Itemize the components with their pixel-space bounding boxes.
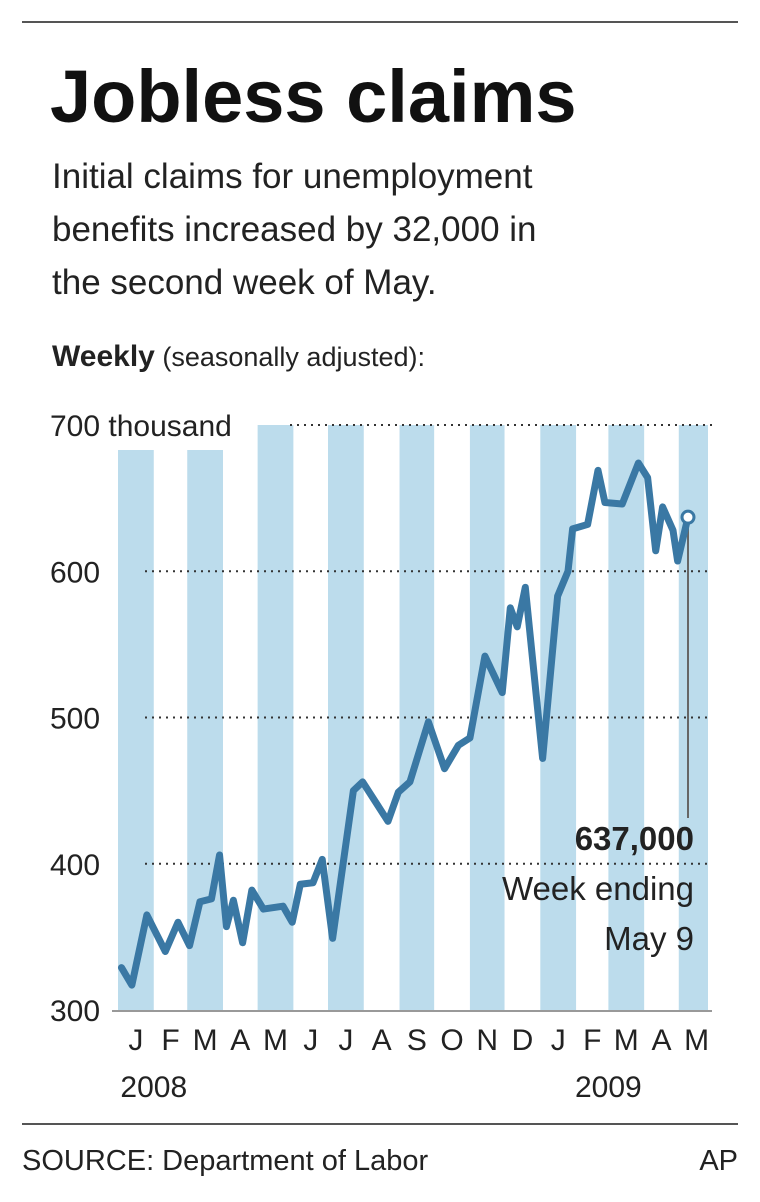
x-month-label: J xyxy=(551,1024,566,1057)
month-stripe xyxy=(257,425,294,1010)
x-month-label: N xyxy=(476,1024,498,1057)
annotation-value: 637,000 xyxy=(575,820,694,857)
source-note: SOURCE: Department of Labor xyxy=(22,1145,429,1177)
x-month-label: S xyxy=(407,1024,427,1057)
x-year-label: 2009 xyxy=(575,1071,642,1104)
chart-label-bold: Weekly xyxy=(52,340,155,373)
x-month-label: M xyxy=(684,1024,709,1057)
annotation-line-2: May 9 xyxy=(604,920,694,957)
x-month-label: M xyxy=(193,1024,218,1057)
x-month-label: J xyxy=(338,1024,353,1057)
annotation-line-1: Week ending xyxy=(502,870,694,907)
x-month-label: J xyxy=(128,1024,143,1057)
chart-label: Weekly (seasonally adjusted): xyxy=(52,340,425,373)
x-month-label: F xyxy=(583,1024,601,1057)
month-stripe xyxy=(118,450,154,1010)
x-month-label: M xyxy=(263,1024,288,1057)
subtitle-line-3: the second week of May. xyxy=(52,263,437,302)
x-month-label: M xyxy=(614,1024,639,1057)
y-tick-label: 300 xyxy=(50,995,100,1028)
chart-title: Jobless claims xyxy=(50,55,577,138)
x-month-label: O xyxy=(440,1024,463,1057)
y-axis-ticks: 300 400 500 600 700 thousand xyxy=(50,410,232,1028)
y-tick-label: 700 thousand xyxy=(50,410,232,443)
latest-point-marker xyxy=(680,509,696,525)
x-month-label: A xyxy=(651,1024,671,1057)
series-line-group xyxy=(117,459,696,989)
x-month-label: F xyxy=(161,1024,179,1057)
y-tick-label: 600 xyxy=(50,556,100,589)
annotation: 637,000 Week ending May 9 xyxy=(502,820,694,957)
x-month-label: A xyxy=(372,1024,392,1057)
credit: AP xyxy=(699,1145,738,1177)
y-tick-label: 400 xyxy=(50,849,100,882)
chart-label-rest: (seasonally adjusted): xyxy=(155,342,425,372)
x-month-label: J xyxy=(303,1024,318,1057)
y-tick-label: 500 xyxy=(50,703,100,736)
subtitle-line-1: Initial claims for unemployment xyxy=(52,157,533,196)
x-year-label: 2008 xyxy=(120,1071,187,1104)
gridlines xyxy=(145,424,712,865)
x-month-label: D xyxy=(512,1024,534,1057)
subtitle-line-2: benefits increased by 32,000 in xyxy=(52,210,537,249)
x-axis-year-labels: 2008 2009 xyxy=(120,1071,641,1104)
x-month-label: A xyxy=(230,1024,250,1057)
